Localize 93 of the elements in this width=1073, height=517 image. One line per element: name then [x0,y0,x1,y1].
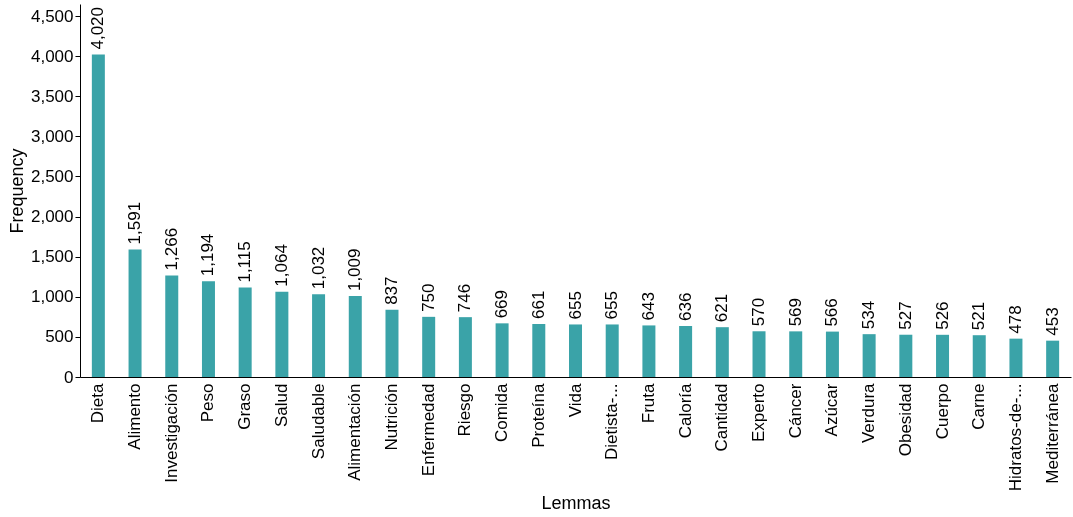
x-tick-label: Alimentación [345,383,365,481]
x-tick-label: Hidratos-de-... [1005,383,1025,492]
y-tick-label: 500 [45,327,74,347]
data-label: 527 [895,301,915,330]
bar [789,331,803,377]
x-tick-label: Riesgo [455,383,475,437]
x-axis-title: Lemmas [541,493,611,514]
x-tick-label: Verdura [859,382,879,444]
x-tick-label: Fruta [638,382,658,424]
x-tick-label: Azúcar [822,383,842,437]
x-tick-label: Investigación [161,383,181,483]
x-tick-label: Salud [271,383,291,427]
y-tick-label: 2,000 [30,207,74,227]
bar [569,324,582,377]
data-label: 569 [785,297,805,327]
x-tick-label: Peso [198,383,218,423]
data-label: 4,020 [88,6,108,50]
x-tick-label: Caloría [675,382,695,439]
x-tick-label: Experto [749,383,769,443]
data-label: 1,009 [345,248,365,292]
data-label: 655 [602,291,622,320]
y-axis-title: Frequency [6,148,27,234]
bar [1009,338,1023,377]
bar [312,294,326,377]
y-tick-label: 1,000 [30,287,74,307]
y-tick-label: 0 [64,367,74,387]
bar [458,317,472,377]
bar [532,323,546,377]
data-label: 837 [381,276,401,305]
data-label: 570 [749,297,769,327]
x-tick-label: Alimento [125,383,145,450]
bar [972,335,986,377]
bar [422,316,436,377]
data-label: 1,032 [308,246,328,290]
bar [238,287,252,377]
y-tick-label: 3,000 [30,126,74,146]
data-label: 1,266 [161,227,181,271]
bar [936,334,950,377]
data-label: 521 [969,301,989,331]
x-tick-label: Cantidad [712,383,732,452]
data-label: 1,115 [235,241,255,283]
data-label: 621 [712,293,732,323]
x-tick-label: Cáncer [785,383,805,439]
data-label: 1,591 [125,201,145,245]
data-label: 453 [1042,307,1062,336]
bar [752,331,766,377]
data-label: 636 [675,292,695,321]
data-label: 566 [822,298,842,327]
bar [825,331,839,377]
bar [91,54,105,377]
bar [165,275,179,377]
bar [201,281,215,377]
bar [275,291,289,377]
x-tick-label: Carne [969,383,989,430]
bar [642,325,656,377]
y-tick-label: 4,500 [30,6,74,26]
bar [1046,340,1060,377]
bar [495,323,509,377]
x-tick-label: Graso [235,383,255,430]
data-label: 655 [565,291,585,320]
bar [128,249,142,377]
x-tick-label: Obesidad [895,383,915,457]
data-label: 534 [859,300,879,330]
data-label: 669 [492,289,512,319]
x-tick-label: Vida [565,382,585,418]
data-label: 526 [932,301,952,330]
x-tick-label: Mediterránea [1042,382,1062,484]
y-tick-label: 3,500 [30,86,74,106]
data-label: 746 [455,283,475,313]
x-tick-label: Proteína [528,382,548,448]
x-tick-label: Comida [492,382,512,443]
data-label: 643 [638,292,658,321]
bar [605,324,619,377]
bar [862,334,876,377]
x-tick-label: Nutrición [381,383,401,451]
x-tick-label: Cuerpo [932,383,952,440]
data-label: 478 [1005,305,1025,334]
x-tick-label: Dieta [88,382,108,424]
y-tick-label: 4,000 [30,46,74,66]
data-label: 750 [418,283,438,312]
x-tick-label: Saludable [308,383,328,460]
y-tick-label: 2,500 [30,166,74,186]
x-tick-label: Dietista-... [602,383,622,461]
bar [679,325,693,377]
y-tick-label: 1,500 [30,247,74,267]
data-label: 1,194 [198,233,218,277]
bar [385,309,399,377]
bar [899,334,913,377]
x-tick-label: Enfermedad [418,383,438,477]
bar [715,327,729,377]
data-label: 661 [528,290,548,319]
bar [348,296,362,377]
data-label: 1,064 [271,244,291,287]
